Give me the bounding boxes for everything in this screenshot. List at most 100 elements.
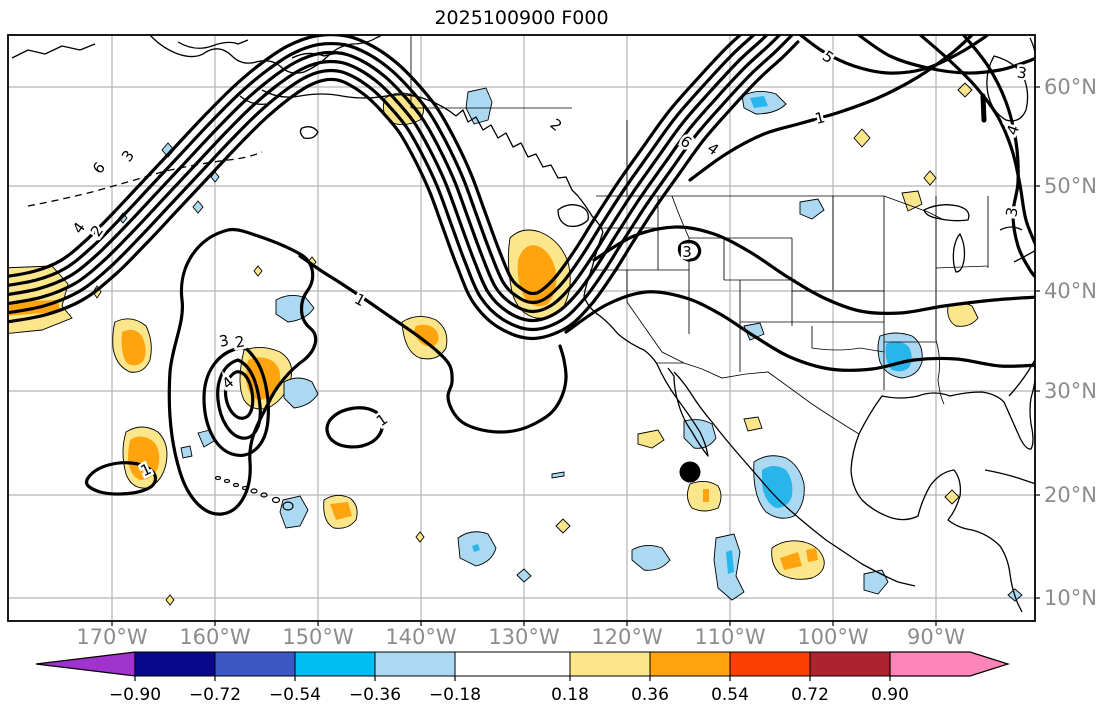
border-line [811,326,885,353]
shaded-patch [192,200,204,214]
shaded-patch [923,170,937,186]
border-line [626,270,685,364]
shaded-patch [165,594,175,606]
colorbar-tick-label: 0.36 [631,685,669,705]
colorbar-tick-label: −0.90 [109,685,161,705]
lon-label: 170°W [76,625,148,649]
shaded-patch [631,545,671,571]
shaded-patch [750,96,768,108]
coastline [850,433,1023,613]
island [214,475,222,481]
shaded-patch [947,302,979,327]
colorbar-arrow-left [35,651,136,677]
anomaly-shading [8,82,1023,606]
colorbar-tick-label: 0.72 [791,685,829,705]
coastlines [11,35,1035,613]
lon-label: 110°W [694,625,766,649]
shaded-patch [516,568,532,583]
axis-ticks [111,86,1040,626]
contour-label: 3 [218,331,231,350]
border-line [657,362,860,435]
contour-band-line [8,35,794,332]
lon-label: 160°W [179,625,251,649]
contour-band-line [8,35,770,314]
shaded-patch [853,128,871,148]
closed-contour [216,358,262,440]
colorbar-segment [294,651,376,677]
islands [214,475,294,511]
contour-label: 6 [89,159,109,178]
contour-line [592,225,1035,316]
shaded-patch [637,429,665,449]
lat-label: 60°N [1044,75,1097,99]
contour-line [856,35,1035,75]
coastline [858,391,1005,435]
shaded-patch [683,419,717,449]
coastline [1003,379,1035,450]
colorbar-tick-label: −0.18 [429,685,481,705]
lat-label: 10°N [1044,586,1097,610]
coastline [239,95,267,105]
colorbar-tick-label: 0.54 [711,685,749,705]
coastline [1008,358,1035,397]
colorbar-segment [214,651,296,677]
contours [8,35,1035,516]
lon-label: 150°W [282,625,354,649]
coastline [177,39,249,49]
border-line [935,265,989,269]
coastline [673,371,916,587]
colorbar-segment [729,651,811,677]
coastline [11,43,96,59]
contour-label: 3 [1002,206,1021,219]
contour-line [564,290,1035,372]
shaded-patch [806,548,818,562]
shaded-patch [957,82,973,98]
closed-contour [84,461,158,496]
shaded-patch [279,495,309,529]
lon-label: 100°W [797,625,869,649]
shaded-patch [275,295,315,323]
closed-contour [202,346,270,457]
colorbar-arrow-right [889,651,1010,677]
contour-label: 2 [547,115,566,135]
contour-band-line [8,35,743,296]
contour-label: 4 [704,139,722,159]
colorbar-tick-label: 0.18 [551,685,589,705]
contour-label: 3 [682,243,692,261]
island [232,482,240,488]
contour-line [797,35,991,75]
colorbar-segment [134,651,216,677]
contour-label: 1 [373,410,391,430]
coastline [923,204,970,222]
shaded-patch [283,377,319,409]
shaded-patch [799,198,825,220]
shaded-patch [472,544,480,552]
contour-band-line [8,35,757,305]
coastline [291,51,343,59]
shaded-patch [863,569,889,595]
colorbar-segment [374,651,456,677]
closed-contour [325,406,384,449]
lat-label: 50°N [1044,174,1097,198]
shaded-patch [743,416,763,432]
lon-label: 140°W [385,625,457,649]
shaded-patch [780,552,802,570]
island [260,492,268,498]
coastline [952,233,966,273]
shaded-patch [726,550,734,574]
shaded-patch [465,87,493,125]
lat-label: 20°N [1044,483,1097,507]
shaded-patch [901,190,923,212]
coastline [986,55,1029,122]
shaded-patch [743,322,765,341]
coastline [557,204,589,228]
colorbar-tick-label: −0.54 [269,685,321,705]
colorbar-tick-label: −0.72 [189,685,241,705]
contour-line [980,93,987,123]
coastline [455,109,579,197]
contour-label: 3 [118,147,138,166]
lat-label: 40°N [1044,279,1097,303]
